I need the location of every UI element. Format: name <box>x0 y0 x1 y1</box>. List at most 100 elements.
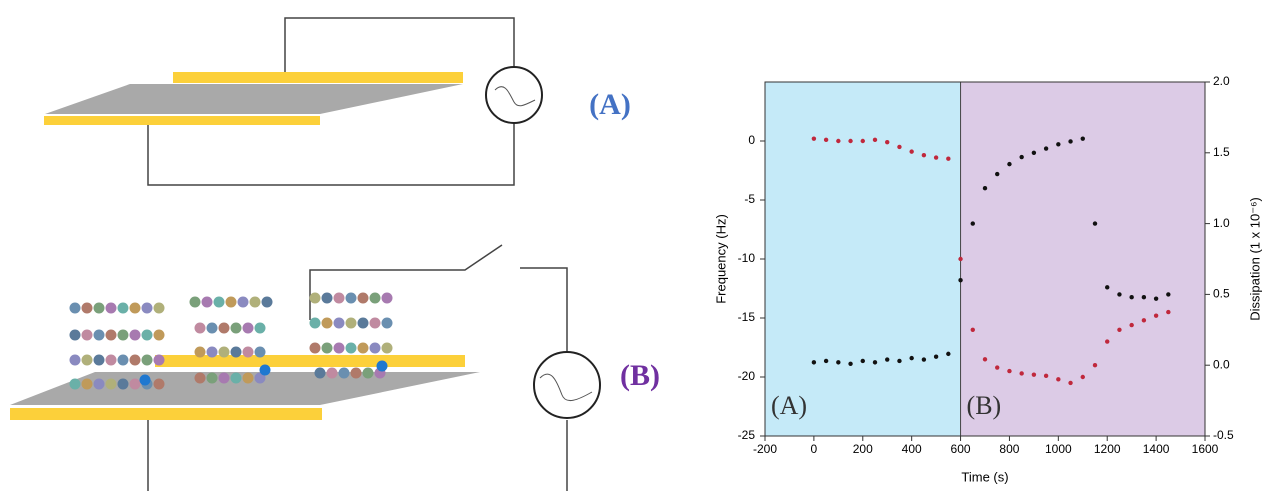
bead <box>333 317 345 329</box>
bead <box>309 317 321 329</box>
bead <box>129 329 141 341</box>
bead <box>69 378 81 390</box>
data-point <box>1031 372 1037 377</box>
data-point <box>860 358 865 364</box>
data-point <box>897 358 902 364</box>
bead <box>141 354 153 366</box>
bead <box>362 367 374 379</box>
bead <box>230 346 242 358</box>
y-axis-label: Frequency (Hz) <box>713 214 728 304</box>
bead <box>249 296 261 308</box>
y-tick-label: -10 <box>738 251 756 265</box>
bead <box>314 367 326 379</box>
bead <box>321 342 333 354</box>
bead <box>153 378 165 390</box>
bead <box>141 329 153 341</box>
region-label: (A) <box>771 391 807 420</box>
bead <box>230 322 242 334</box>
bead <box>201 296 213 308</box>
data-point <box>1117 292 1122 297</box>
wire <box>309 244 503 320</box>
bead <box>254 372 266 384</box>
wire <box>284 17 515 72</box>
bead <box>117 302 129 314</box>
wire <box>520 267 568 352</box>
bead <box>129 378 141 390</box>
data-point <box>1153 296 1159 301</box>
data-point <box>1056 377 1061 382</box>
bead <box>242 346 254 358</box>
bead <box>357 292 369 304</box>
oscillator <box>533 351 601 419</box>
data-point <box>848 138 853 144</box>
bead <box>345 317 357 329</box>
wire <box>147 120 515 186</box>
data-point <box>885 357 890 362</box>
bead <box>117 354 129 366</box>
bead <box>194 372 206 384</box>
bead <box>350 367 362 379</box>
bead <box>218 322 230 334</box>
data-point <box>1141 295 1147 300</box>
y2-tick-label: -0.5 <box>1213 428 1234 442</box>
y-tick-label: 0 <box>748 133 755 147</box>
y2-tick-label: 0.0 <box>1213 357 1230 371</box>
data-point <box>872 137 878 143</box>
data-point <box>933 155 939 160</box>
x-tick-label: 800 <box>999 442 1019 456</box>
data-point <box>946 156 951 161</box>
anchor-bead <box>259 364 271 376</box>
bead <box>206 322 218 334</box>
bead <box>242 372 254 384</box>
bead <box>369 317 381 329</box>
region <box>765 82 961 436</box>
data-point <box>823 358 829 364</box>
x-tick-label: 1600 <box>1192 442 1219 456</box>
data-point <box>1080 136 1085 141</box>
x-tick-label: 200 <box>853 442 873 456</box>
data-point <box>823 137 829 143</box>
bead <box>213 296 225 308</box>
y2-tick-label: 1.5 <box>1213 145 1230 159</box>
chart: (A) (B)-200 0 200 400 600 800 1000 1200 1400 1600-… <box>713 74 1262 484</box>
data-point <box>1141 318 1147 323</box>
data-point <box>995 365 1000 370</box>
data-point <box>970 221 975 226</box>
data-point <box>1068 139 1073 144</box>
electrode <box>44 116 320 125</box>
label-b: (B) <box>620 359 660 392</box>
polymer-chains <box>69 292 393 390</box>
y-tick-label: -20 <box>738 369 756 383</box>
electrode <box>10 408 322 420</box>
data-point <box>848 361 853 366</box>
bead <box>81 378 93 390</box>
data-point <box>921 357 927 362</box>
wave <box>494 86 536 107</box>
region-label: (B) <box>967 391 1002 420</box>
data-point <box>1105 285 1110 290</box>
data-point <box>995 171 1000 177</box>
bead <box>333 342 345 354</box>
data-point <box>1129 295 1134 300</box>
bead <box>225 296 237 308</box>
data-point <box>1092 363 1098 368</box>
data-point <box>1056 142 1061 147</box>
y-tick-label: -5 <box>744 192 755 206</box>
bead <box>369 292 381 304</box>
electrode <box>155 355 465 367</box>
bead <box>93 302 105 314</box>
bead <box>321 317 333 329</box>
data-point <box>909 149 914 154</box>
bead <box>230 372 242 384</box>
data-point <box>836 360 841 365</box>
bead <box>218 346 230 358</box>
bead <box>194 322 206 334</box>
data-point <box>1105 339 1110 344</box>
data-point <box>1166 292 1171 297</box>
bead <box>105 354 117 366</box>
data-point <box>958 278 963 283</box>
y2-tick-label: 2.0 <box>1213 74 1230 88</box>
x-tick-label: 600 <box>951 442 971 456</box>
bead <box>381 317 393 329</box>
